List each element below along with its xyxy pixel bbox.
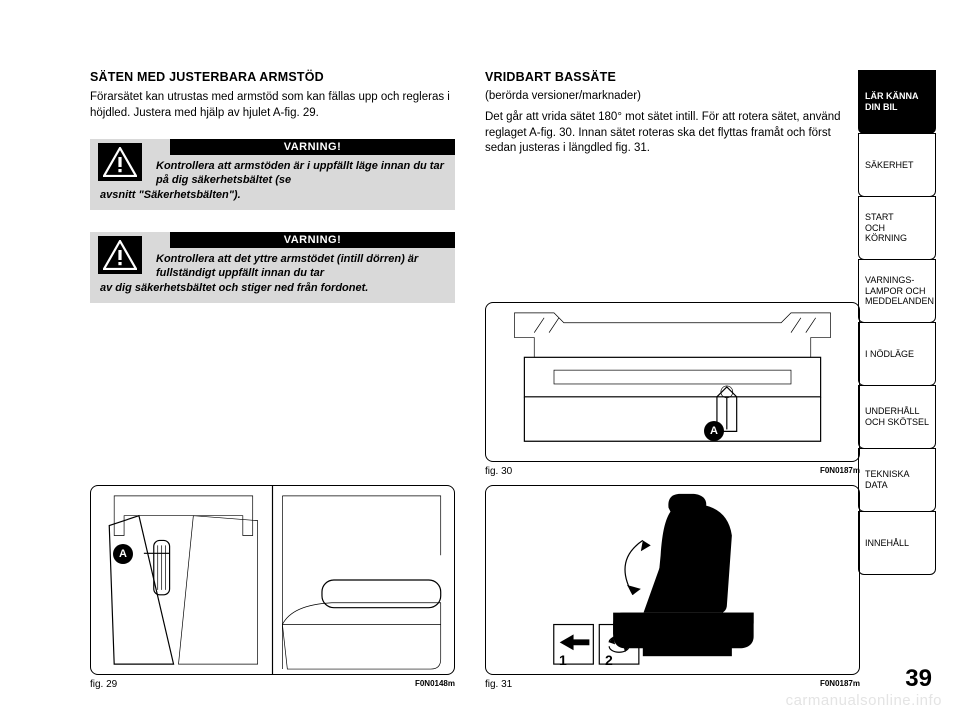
right-heading: VRIDBART BASSÄTE (485, 70, 860, 84)
left-body: Förarsätet kan utrustas med armstöd som … (90, 90, 455, 121)
tab-label: UNDERHÅLL OCH SKÖTSEL (865, 406, 929, 428)
warning-text-line1: Kontrollera att armstöden är i uppfällt … (156, 160, 444, 186)
left-heading: SÄTEN MED JUSTERBARA ARMSTÖD (90, 70, 455, 84)
tab-nodlage[interactable]: I NÖDLÄGE (858, 322, 936, 386)
marker-a: A (704, 421, 724, 441)
tab-underhall[interactable]: UNDERHÅLL OCH SKÖTSEL (858, 385, 936, 449)
warning-box-1: VARNING! Kontrollera att armstöden är i … (90, 139, 455, 210)
figure-label: fig. 29 (90, 679, 117, 690)
tab-label: START OCH KÖRNING (865, 212, 929, 244)
tab-varnings[interactable]: VARNINGS- LAMPOR OCH MEDDELANDEN (858, 259, 936, 323)
icon-number-1: 1 (559, 652, 567, 668)
marker-a: A (113, 544, 133, 564)
warning-title: VARNING! (170, 232, 455, 248)
figure-label: fig. 30 (485, 466, 512, 477)
warning-text: Kontrollera att armstöden är i uppfällt … (100, 159, 445, 202)
left-column: SÄTEN MED JUSTERBARA ARMSTÖD Förarsätet … (90, 70, 475, 690)
warning-triangle-icon (98, 143, 142, 181)
tab-label: TEKNISKA DATA (865, 469, 929, 491)
sidebar-tabs: LÄR KÄNNA DIN BIL SÄKERHET START OCH KÖR… (858, 70, 936, 574)
figure-30-frame: A (485, 302, 860, 462)
figure-30-caption: fig. 30 F0N0187m (485, 466, 860, 477)
warning-title: VARNING! (170, 139, 455, 155)
tab-label: I NÖDLÄGE (865, 349, 914, 360)
page-number: 39 (905, 665, 932, 693)
right-body: Det går att vrida sätet 180° mot sätet i… (485, 110, 860, 157)
tab-tekniska[interactable]: TEKNISKA DATA (858, 448, 936, 512)
warning-text-line2: avsnitt "Säkerhetsbälten"). (100, 188, 445, 202)
page-content: SÄTEN MED JUSTERBARA ARMSTÖD Förarsätet … (90, 70, 860, 690)
figure-29: A fig. 29 F0N0148m (90, 485, 455, 690)
figure-29-caption: fig. 29 F0N0148m (90, 679, 455, 690)
figure-31: 1 2 fig. 31 F0N0187m (485, 485, 860, 690)
warning-box-2: VARNING! Kontrollera att det yttre armst… (90, 232, 455, 303)
right-subtitle: (berörda versioner/marknader) (485, 90, 860, 102)
tab-innehall[interactable]: INNEHÅLL (858, 511, 936, 575)
warning-text-line1: Kontrollera att det yttre armstödet (int… (156, 253, 418, 279)
tab-lar-kanna[interactable]: LÄR KÄNNA DIN BIL (858, 70, 936, 134)
warning-text: Kontrollera att det yttre armstödet (int… (100, 252, 445, 295)
tab-label: INNEHÅLL (865, 538, 909, 549)
tab-start[interactable]: START OCH KÖRNING (858, 196, 936, 260)
tab-label: VARNINGS- LAMPOR OCH MEDDELANDEN (865, 275, 934, 307)
tab-label: LÄR KÄNNA DIN BIL (865, 91, 919, 113)
figure-code: F0N0187m (820, 679, 860, 690)
figure-31-frame: 1 2 (485, 485, 860, 675)
figure-code: F0N0148m (415, 679, 455, 690)
figure-29-frame: A (90, 485, 455, 675)
watermark: carmanualsonline.info (786, 692, 942, 709)
icon-number-2: 2 (605, 652, 613, 668)
figure-31-caption: fig. 31 F0N0187m (485, 679, 860, 690)
tab-sakerhet[interactable]: SÄKERHET (858, 133, 936, 197)
figure-30: A fig. 30 F0N0187m (485, 302, 860, 485)
tab-label: SÄKERHET (865, 160, 914, 171)
warning-text-line2: av dig säkerhetsbältet och stiger ned fr… (100, 281, 445, 295)
figure-code: F0N0187m (820, 466, 860, 477)
right-column: VRIDBART BASSÄTE (berörda versioner/mark… (475, 70, 860, 690)
warning-triangle-icon (98, 236, 142, 274)
figure-label: fig. 31 (485, 679, 512, 690)
